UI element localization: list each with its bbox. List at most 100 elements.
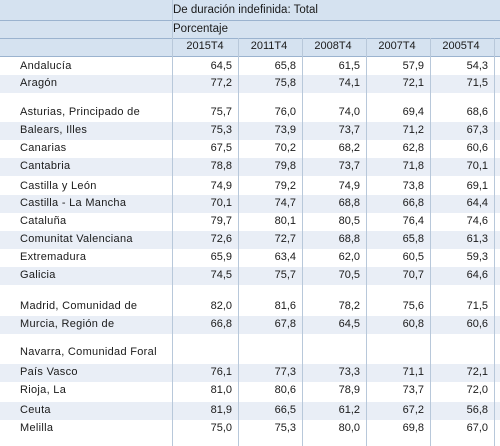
table-cell: 74,6 — [466, 215, 488, 227]
table-cell: 78,2 — [338, 300, 360, 312]
table-cell: 79,7 — [210, 215, 232, 227]
table-cell: 72,0 — [466, 384, 488, 396]
table-cell: 60,8 — [402, 318, 424, 330]
table-cell: 72,1 — [402, 77, 424, 89]
table-cell: 72,6 — [210, 233, 232, 245]
table-cell: 70,5 — [338, 269, 360, 281]
table-cell: 75,3 — [210, 124, 232, 136]
table-cell: 74,0 — [338, 106, 360, 118]
table-row: Murcia, Región de 66,8 67,8 64,5 60,8 60,6 — [0, 316, 500, 334]
table-row: Madrid, Comunidad de 82,0 81,6 78,2 75,6 71,5 — [0, 298, 500, 316]
table-cell: 71,5 — [466, 77, 488, 89]
table-cell: 75,0 — [210, 422, 232, 434]
row-label: Murcia, Región de — [20, 318, 115, 330]
table-row: Cantabria 78,8 79,8 73,7 71,8 70,1 — [0, 158, 500, 176]
row-label: Melilla — [20, 422, 54, 434]
table-cell: 60,6 — [466, 318, 488, 330]
table-cell: 74,9 — [210, 180, 232, 192]
table-cell: 75,3 — [274, 422, 296, 434]
table-row: Extremadura 65,9 63,4 62,0 60,5 59,3 — [0, 249, 500, 267]
row-label: Castilla - La Mancha — [20, 197, 127, 209]
table-cell: 63,4 — [274, 251, 296, 263]
row-label: Navarra, Comunidad Foral — [20, 346, 157, 358]
table-row: Comunitat Valenciana 72,6 72,7 68,8 65,8 61,3 — [0, 231, 500, 249]
table-cell: 79,2 — [274, 180, 296, 192]
table-cell: 71,5 — [466, 300, 488, 312]
table-cell: 68,6 — [466, 106, 488, 118]
table-cell: 62,0 — [338, 251, 360, 263]
table-cell: 73,9 — [274, 124, 296, 136]
table-cell: 81,6 — [274, 300, 296, 312]
table-cell: 60,6 — [466, 142, 488, 154]
table-cell: 76,4 — [402, 215, 424, 227]
column-divider — [430, 38, 431, 446]
row-label: Madrid, Comunidad de — [20, 300, 138, 312]
table-cell: 64,5 — [338, 318, 360, 330]
table-row: País Vasco 76,1 77,3 73,3 71,1 72,1 — [0, 364, 500, 382]
row-label: País Vasco — [20, 366, 78, 378]
row-label: Castilla y León — [20, 180, 97, 192]
row-label: Rioja, La — [20, 384, 67, 396]
row-label: Asturias, Principado de — [20, 106, 141, 118]
table-cell: 61,5 — [338, 60, 360, 72]
row-label: Cataluña — [20, 215, 67, 227]
table-cell: 73,8 — [402, 180, 424, 192]
table-row: Canarias 67,5 70,2 68,2 62,8 60,6 — [0, 140, 500, 158]
table-cell: 57,9 — [402, 60, 424, 72]
column-divider — [302, 38, 303, 446]
column-header: 2007T4 — [378, 40, 416, 52]
table-cell: 72,1 — [466, 366, 488, 378]
table-cell: 78,9 — [338, 384, 360, 396]
table-cell: 64,5 — [210, 60, 232, 72]
table-row: Castilla - La Mancha 70,1 74,7 68,8 66,8 64,4 — [0, 195, 500, 213]
table-cell: 73,7 — [338, 124, 360, 136]
table-row: Rioja, La 81,0 80,6 78,9 73,7 72,0 — [0, 382, 500, 400]
table-row: Ceuta 81,9 66,5 61,2 67,2 56,8 — [0, 402, 500, 420]
table-cell: 71,8 — [402, 160, 424, 172]
table-cell: 70,7 — [402, 269, 424, 281]
table-cell: 76,0 — [274, 106, 296, 118]
table-cell: 69,8 — [402, 422, 424, 434]
table-cell: 81,0 — [210, 384, 232, 396]
table-header-band — [0, 0, 500, 56]
table-cell: 65,8 — [402, 233, 424, 245]
table-cell: 77,2 — [210, 77, 232, 89]
column-header: 2011T4 — [250, 40, 288, 52]
table-row: Cataluña 79,7 80,1 80,5 76,4 74,6 — [0, 213, 500, 231]
table-cell: 56,8 — [466, 404, 488, 416]
table-cell: 73,7 — [402, 384, 424, 396]
table-cell: 74,9 — [338, 180, 360, 192]
table-cell: 76,1 — [210, 366, 232, 378]
table-cell: 64,4 — [466, 197, 488, 209]
table-cell: 70,1 — [466, 160, 488, 172]
header-divider — [0, 56, 500, 57]
table-cell: 61,3 — [466, 233, 488, 245]
table-cell: 71,2 — [402, 124, 424, 136]
row-label: Balears, Illes — [20, 124, 88, 136]
table-cell: 74,1 — [338, 77, 360, 89]
row-label: Cantabria — [20, 160, 71, 172]
row-label: Canarias — [20, 142, 67, 154]
column-divider — [494, 38, 495, 446]
table-row: Melilla 75,0 75,3 80,0 69,8 67,0 — [0, 420, 500, 438]
table-cell: 77,3 — [274, 366, 296, 378]
table-cell: 74,7 — [274, 197, 296, 209]
table-cell: 80,1 — [274, 215, 296, 227]
table-cell: 73,7 — [338, 160, 360, 172]
table-cell: 67,0 — [466, 422, 488, 434]
table-cell: 70,1 — [210, 197, 232, 209]
column-divider — [238, 38, 239, 446]
table-cell: 69,4 — [402, 106, 424, 118]
table-row: Castilla y León 74,9 79,2 74,9 73,8 69,1 — [0, 178, 500, 196]
table-cell: 66,8 — [210, 318, 232, 330]
table-cell: 78,8 — [210, 160, 232, 172]
table-row: Galicia 74,5 75,7 70,5 70,7 64,6 — [0, 267, 500, 285]
table-row: Asturias, Principado de 75,7 76,0 74,0 69,4 6… — [0, 104, 500, 122]
table-cell: 67,3 — [466, 124, 488, 136]
table-cell: 75,8 — [274, 77, 296, 89]
row-label: Ceuta — [20, 404, 51, 416]
table-cell: 68,8 — [338, 197, 360, 209]
table-cell: 54,3 — [466, 60, 488, 72]
table-cell: 64,6 — [466, 269, 488, 281]
